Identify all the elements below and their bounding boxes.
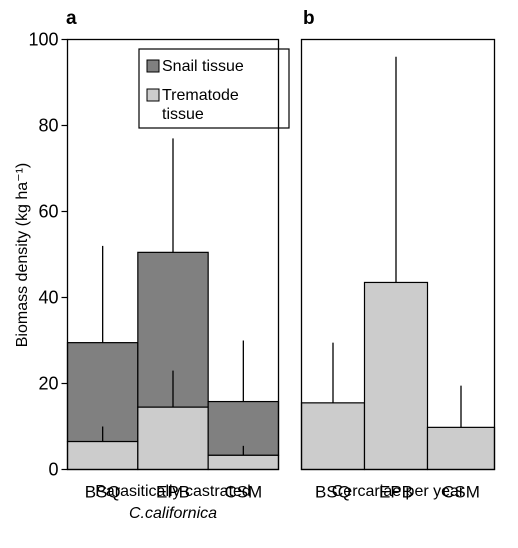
y-tick-label-40: 40 [38,288,58,308]
y-tick-label-20: 20 [38,374,58,394]
category-label-a-csm: CSM [224,483,262,502]
panel-a: 0 20 40 60 80 100 BSQ EPB CSM Snail tissue Trem… [28,30,290,522]
y-tick-label-0: 0 [48,460,58,480]
panel-a-xlabel-line1: Parasitically castrated [95,483,251,500]
panel-a-frame [66,38,280,471]
category-label-a-bsq: BSQ [85,483,121,502]
y-axis-title: Biomass density (kg ha⁻¹) [14,163,31,348]
panel-b-xlabel: Cercariae per year [332,483,465,500]
panel-b: BSQ EPB CSM Cercariae per year [300,38,496,502]
panel-a-letter: a [66,8,77,29]
bar-b-epb [363,281,429,471]
category-label-b-epb: EPB [379,483,413,502]
bar-a-snail-bsq [66,342,139,443]
legend-box [138,48,290,129]
panel-b-frame [300,38,496,471]
legend: Snail tissue Trematode tissue [138,48,290,129]
category-label-a-epb: EPB [156,483,190,502]
legend-swatch-trematode [146,88,160,102]
y-tick-label-100: 100 [28,30,58,50]
bar-b-csm [426,426,496,471]
bar-b-bsq [300,402,366,471]
legend-label-trematode: Trematode tissue [162,87,243,123]
legend-label-snail: Snail tissue [162,58,244,75]
bar-a-trematode-csm [207,454,280,471]
panel-a-xlabel-line2: C.californica [129,505,217,522]
category-label-b-bsq: BSQ [315,483,351,502]
bar-a-trematode-epb [137,406,209,471]
bar-a-trematode-bsq [66,440,139,471]
y-tick-label-80: 80 [38,116,58,136]
category-label-b-csm: CSM [442,483,480,502]
panel-b-letter: b [303,8,315,29]
y-tick-label-60: 60 [38,202,58,222]
legend-swatch-snail [146,59,160,73]
